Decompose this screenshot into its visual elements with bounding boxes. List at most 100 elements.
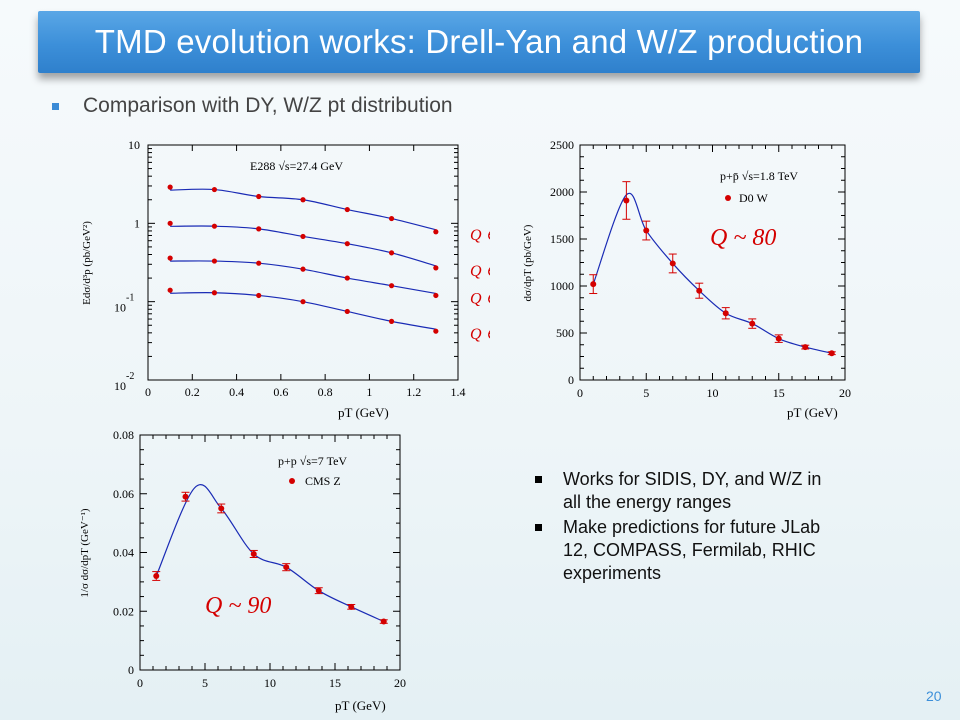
chart1-series-label: Q ∈ [5,6] xyxy=(470,227,490,244)
chart1-data-point xyxy=(211,186,218,193)
chart1-data-point xyxy=(300,299,306,305)
chart2-xlabel: pT (GeV) xyxy=(787,405,838,420)
chart3-y-tick-label: 0 xyxy=(128,663,134,677)
chart1-data-point xyxy=(344,275,350,281)
chart1-data-point xyxy=(211,223,218,229)
chart2-legend-marker xyxy=(725,195,731,201)
chart1-data-point xyxy=(388,215,395,222)
chart1-data-point xyxy=(344,241,350,247)
chart3-frame xyxy=(139,434,401,671)
right-bullet-list: Works for SIDIS, DY, and W/Z in all the … xyxy=(535,468,835,587)
chart2-x-tick-label: 10 xyxy=(707,386,719,400)
subtitle-bullet: Comparison with DY, W/Z pt distribution xyxy=(52,94,453,118)
chart3-data-point xyxy=(315,587,322,594)
chart1-title: E288 √s=27.4 GeV xyxy=(250,159,343,173)
chart1-data-point xyxy=(256,292,262,299)
chart1-y-tick-label: 10 xyxy=(114,379,126,393)
chart1-data-point xyxy=(388,318,395,324)
chart3-y-tick-label: 0.08 xyxy=(113,428,134,442)
chart2-annotation: Q ~ 80 xyxy=(710,225,776,251)
chart1-data-point xyxy=(388,283,395,289)
chart1-theory-curve xyxy=(170,260,436,295)
bullet-square-icon xyxy=(535,476,542,483)
chart2-data-point xyxy=(749,320,756,327)
chart3-legend-marker xyxy=(289,478,295,484)
right-bullet-item: Make predictions for future JLab 12, COM… xyxy=(535,516,835,585)
chart2-data-point xyxy=(643,227,650,234)
chart1-y-tick-exponent: -1 xyxy=(126,293,134,304)
chart1-y-tick-label: 1 xyxy=(134,216,140,230)
chart1-data-point xyxy=(433,265,439,271)
chart3-annotation: Q ~ 90 xyxy=(205,593,271,619)
chart3-xlabel: pT (GeV) xyxy=(335,698,386,713)
chart1-data-point xyxy=(167,220,173,226)
chart1-x-tick-label: 0.2 xyxy=(185,385,200,399)
chart1-x-tick-label: 1 xyxy=(366,385,372,399)
cmsz-chart: p+p √s=7 TeV CMS Z Q ~ 90 0 5 10 15 20 0 0.02… xyxy=(79,428,406,713)
chart1-data-point xyxy=(433,229,439,235)
chart2-theory-curve xyxy=(592,192,832,354)
chart2-data-point xyxy=(802,344,809,351)
chart3-x-tick-label: 10 xyxy=(264,676,276,690)
chart2-y-tick-label: 1000 xyxy=(550,279,574,293)
slide-title: TMD evolution works: Drell-Yan and W/Z p… xyxy=(94,23,864,60)
chart1-data-point xyxy=(211,290,218,296)
chart3-data-point xyxy=(283,564,290,571)
chart1-data-point xyxy=(433,292,439,299)
chart2-y-tick-label: 0 xyxy=(568,373,574,387)
chart2-x-tick-label: 20 xyxy=(839,386,851,400)
bullet-square-icon xyxy=(52,102,59,110)
chart1-y-tick-exponent: -2 xyxy=(126,371,134,382)
chart3-theory-curve xyxy=(155,484,384,623)
chart2-x-tick-label: 0 xyxy=(577,386,583,400)
chart2-x-tick-label: 15 xyxy=(773,386,785,400)
chart2-y-tick-label: 2500 xyxy=(550,138,574,152)
chart2-data-point xyxy=(590,281,597,288)
chart2-ylabel: dσ/dpT (pb/GeV) xyxy=(522,224,534,301)
chart1-series-label: Q ∈ [8,9] xyxy=(470,326,490,343)
chart1-series-label: Q ∈ [6,7] xyxy=(470,263,490,280)
chart1-data-point xyxy=(433,328,439,334)
chart2-title: p+p̄ √s=1.8 TeV xyxy=(720,169,798,183)
chart1-data-point xyxy=(167,287,173,293)
subtitle-text: Comparison with DY, W/Z pt distribution xyxy=(83,94,453,117)
chart2-x-tick-label: 5 xyxy=(643,386,649,400)
chart1-data-point xyxy=(256,193,262,200)
d0w-chart: p+p̄ √s=1.8 TeV D0 W Q ~ 80 0 5 10 15 20 0 50… xyxy=(522,138,851,420)
chart1-x-tick-label: 0 xyxy=(145,385,151,399)
chart1-x-tick-label: 0.8 xyxy=(318,385,333,399)
chart3-y-tick-label: 0.02 xyxy=(113,604,134,618)
chart1-data-point xyxy=(167,184,173,190)
chart2-data-point xyxy=(722,310,729,317)
chart1-x-tick-label: 1.4 xyxy=(451,385,466,399)
chart2-data-point xyxy=(669,260,676,267)
chart1-data-point xyxy=(256,260,262,266)
chart3-title: p+p √s=7 TeV xyxy=(278,454,347,468)
chart2-y-tick-label: 2000 xyxy=(550,185,574,199)
bullet-square-icon xyxy=(535,524,542,531)
chart1-data-point xyxy=(388,250,395,256)
chart1-data-point xyxy=(344,206,350,213)
chart3-data-point xyxy=(218,505,225,512)
chart2-data-point xyxy=(775,335,782,342)
chart3-data-point xyxy=(380,618,387,625)
chart1-series-label: Q ∈ [7,8] xyxy=(470,290,490,307)
chart2-y-tick-label: 500 xyxy=(556,326,574,340)
chart2-data-point xyxy=(623,197,630,204)
right-bullet-text: Make predictions for future JLab 12, COM… xyxy=(563,517,821,583)
chart3-y-tick-label: 0.04 xyxy=(113,546,134,560)
chart1-data-point xyxy=(300,233,306,240)
chart3-y-tick-label: 0.06 xyxy=(113,487,134,501)
chart1-x-tick-label: 0.6 xyxy=(273,385,288,399)
chart1-theory-curve xyxy=(170,188,437,231)
title-bar: TMD evolution works: Drell-Yan and W/Z p… xyxy=(38,11,920,73)
chart1-x-tick-label: 1.2 xyxy=(406,385,421,399)
chart1-data-point xyxy=(256,226,262,232)
chart3-data-point xyxy=(250,550,257,557)
chart2-y-tick-label: 1500 xyxy=(550,232,574,246)
chart3-ylabel: 1/σ dσ/dpT (GeV⁻¹) xyxy=(79,508,91,598)
chart2-data-point xyxy=(828,350,835,357)
right-bullet-item: Works for SIDIS, DY, and W/Z in all the … xyxy=(535,468,835,514)
chart1-data-point xyxy=(344,308,350,315)
chart3-data-point xyxy=(153,573,160,579)
